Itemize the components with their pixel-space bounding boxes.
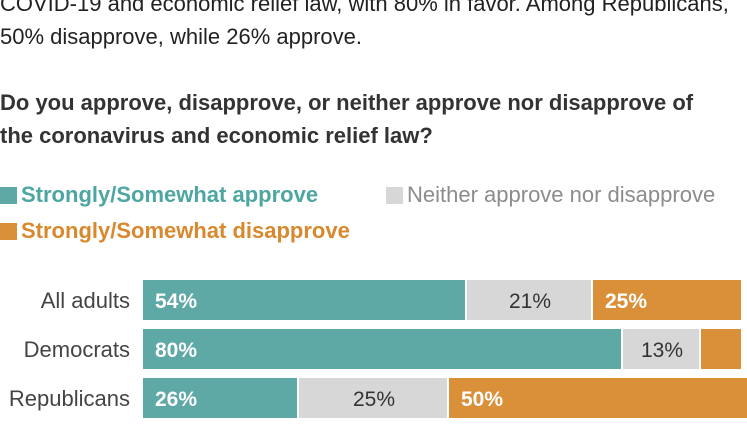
- legend-item-neither: Neither approve nor disapprove: [386, 182, 715, 208]
- legend-item-disapprove: Strongly/Somewhat disapprove: [0, 218, 350, 244]
- legend-label-disapprove: Strongly/Somewhat disapprove: [21, 218, 350, 243]
- question-line-1: Do you approve, disapprove, or neither a…: [0, 90, 694, 115]
- data-label-approve-all-adults: 54%: [155, 290, 197, 313]
- bar-neither-democrats: [623, 329, 699, 369]
- question-line-2: the coronavirus and economic relief law?: [0, 123, 433, 148]
- category-label-all-adults: All adults: [41, 288, 130, 313]
- data-label-neither-republicans: 25%: [353, 388, 395, 411]
- bar-neither-all-adults: [467, 280, 591, 320]
- legend-swatch-approve: [0, 186, 17, 204]
- data-label-disapprove-republicans: 50%: [461, 388, 503, 411]
- data-label-neither-democrats: 13%: [641, 339, 683, 362]
- legend-label-approve: Strongly/Somewhat approve: [21, 182, 319, 207]
- data-label-disapprove-all-adults: 25%: [605, 290, 647, 313]
- bar-disapprove-all-adults: [593, 280, 741, 320]
- legend-swatch-disapprove: [0, 222, 17, 240]
- intro-line-2: 50% disapprove, while 26% approve.: [0, 24, 363, 49]
- bar-approve-republicans: [143, 378, 297, 418]
- legend-label-neither: Neither approve nor disapprove: [407, 182, 716, 207]
- intro-line-1: COVID-19 and economic relief law, with 8…: [0, 0, 729, 16]
- bar-approve-democrats: [143, 329, 621, 369]
- chart-question: Do you approve, disapprove, or neither a…: [0, 86, 693, 152]
- category-label-republicans: Republicans: [9, 386, 130, 411]
- legend-item-approve: Strongly/Somewhat approve: [0, 182, 318, 208]
- intro-text: COVID-19 and economic relief law, with 8…: [0, 0, 747, 53]
- bar-disapprove-democrats: [701, 329, 741, 369]
- legend-swatch-neither: [386, 186, 403, 204]
- bar-approve-all-adults: [143, 280, 465, 320]
- bar-disapprove-republicans: [449, 378, 747, 418]
- data-label-approve-democrats: 80%: [155, 339, 197, 362]
- bar-neither-republicans: [299, 378, 447, 418]
- stacked-bar-chart: All adults 54% 21% 25% Democrats 80% 13% Republ…: [9, 280, 747, 418]
- category-label-democrats: Democrats: [24, 337, 130, 362]
- data-label-approve-republicans: 26%: [155, 388, 197, 411]
- data-label-neither-all-adults: 21%: [509, 290, 551, 313]
